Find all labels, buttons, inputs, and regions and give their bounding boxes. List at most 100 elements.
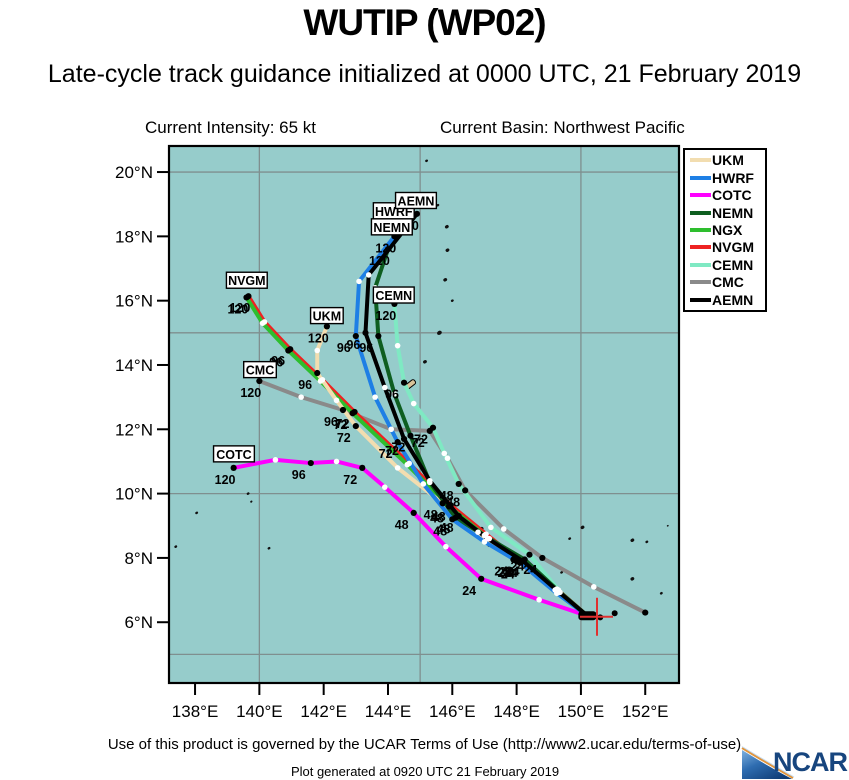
dot-12h-white — [404, 461, 411, 468]
x-tick-label: 142°E — [300, 702, 347, 721]
dot-24h-black — [539, 554, 546, 562]
terms-of-use-text: Use of this product is governed by the U… — [107, 736, 742, 753]
legend-swatch — [690, 175, 711, 180]
dot-12h-white — [426, 477, 433, 484]
legend-item-hwrf: HWRF — [690, 170, 765, 186]
hour-label: 48 — [395, 518, 409, 532]
island-speck — [195, 511, 199, 515]
dot-12h-white — [394, 465, 401, 471]
legend-label: CEMN — [712, 256, 754, 273]
dot-24h-black — [445, 503, 453, 510]
model-label-cmc: CMC — [243, 360, 278, 379]
hour-label: 24 — [510, 560, 524, 574]
dot-24h-black — [407, 432, 414, 439]
x-tick-label: 150°E — [558, 702, 605, 721]
dot-12h-white — [475, 529, 481, 535]
dot-12h-white — [394, 342, 401, 349]
legend-item-cmc: CMC — [690, 274, 765, 290]
model-label-box — [309, 306, 344, 325]
dot-24h-black — [285, 347, 292, 354]
current-intensity-label: Current Intensity: 65 kt — [145, 118, 317, 137]
island-speck — [443, 278, 448, 282]
model-label-cemn: CEMN — [372, 286, 415, 304]
legend-swatch — [690, 245, 711, 250]
island-speck — [666, 524, 669, 527]
dot-24h-black — [339, 406, 347, 414]
island-speck — [445, 248, 450, 252]
dot-24h-black — [307, 459, 314, 467]
island-speck — [580, 525, 585, 530]
hour-label: 120 — [308, 331, 329, 345]
hour-label: 120 — [375, 241, 396, 255]
island-speck — [560, 571, 564, 574]
dot-12h-white — [555, 588, 562, 595]
legend-item-nemn: NEMN — [690, 205, 765, 221]
hour-label: 24 — [499, 565, 513, 579]
model-label-text: NEMN — [373, 221, 410, 235]
dot-12h-white — [391, 391, 398, 397]
dot-24h-black — [384, 246, 392, 253]
dot-24h-black — [314, 369, 321, 377]
dot-12h-white — [381, 484, 388, 490]
dot-24h-black — [429, 424, 437, 431]
dot-24h-black — [455, 480, 462, 488]
y-tick-label: 6°N — [124, 613, 153, 632]
dot-12h-white — [259, 320, 266, 326]
island-speck — [450, 299, 454, 302]
legend-swatch — [690, 297, 711, 302]
hour-label: 24 — [506, 565, 520, 579]
dot-12h-white — [272, 457, 279, 463]
model-label-nemn: NEMN — [370, 218, 413, 236]
y-tick-label: 10°N — [115, 485, 153, 504]
forecast-hour-labels: 2448729612024487296120244872961202448729… — [215, 219, 538, 598]
page-title: WUTIP (WP02) — [303, 2, 546, 43]
hour-label: 120 — [229, 301, 250, 315]
dot-12h-white — [333, 397, 340, 404]
legend-item-ukm: UKM — [690, 152, 765, 168]
dot-12h-white — [298, 394, 304, 400]
dot-24h-black — [410, 509, 417, 516]
hour-label: 96 — [324, 415, 338, 429]
x-tick-label: 152°E — [622, 702, 669, 721]
dot-12h-white — [372, 394, 378, 400]
dot-24h-black — [413, 210, 421, 217]
hour-label: 24 — [462, 584, 476, 598]
legend-item-aemn: AEMN — [690, 292, 765, 308]
hour-label: 72 — [343, 473, 357, 487]
dot-24h-black — [243, 294, 250, 301]
island-speck — [436, 203, 440, 207]
legend-item-ngx: NGX — [690, 222, 765, 238]
dot-12h-white — [356, 278, 362, 285]
page-subtitle: Late-cycle track guidance initialized at… — [47, 60, 802, 88]
hour-label: 96 — [337, 341, 351, 355]
map-content: 2448729612024487296120244872961202448729… — [169, 146, 679, 683]
ncar-logo: NCAR — [740, 742, 848, 780]
hour-label: 72 — [391, 441, 405, 455]
hour-label: 72 — [411, 436, 425, 450]
model-label-text: CEMN — [375, 289, 412, 303]
generated-timestamp: Plot generated at 0920 UTC 21 February 2… — [290, 764, 560, 779]
dot-12h-white — [536, 596, 542, 603]
dot-24h-black — [400, 435, 408, 443]
hour-label: 120 — [369, 254, 390, 268]
dot-24h-black — [519, 558, 527, 565]
dot-12h-white — [410, 400, 417, 407]
dot-12h-white — [484, 535, 491, 542]
dot-12h-white — [443, 543, 449, 550]
island-speck — [437, 330, 442, 335]
map-border — [167, 144, 681, 685]
island-speck — [645, 540, 649, 544]
x-tick-label: 138°E — [172, 702, 219, 721]
hour-label: 96 — [292, 468, 306, 482]
dot-24h-black — [400, 379, 408, 386]
hour-label: 72 — [336, 417, 350, 431]
legend-swatch — [690, 262, 711, 267]
y-tick-label: 20°N — [115, 163, 153, 182]
dot-12h-white — [444, 455, 451, 462]
hour-label: 120 — [375, 309, 396, 323]
dot-24h-black — [394, 439, 401, 446]
axes: 138°E 140°E 142°E 144°E 146°E 148°E 150°E 152°E… — [115, 163, 668, 721]
